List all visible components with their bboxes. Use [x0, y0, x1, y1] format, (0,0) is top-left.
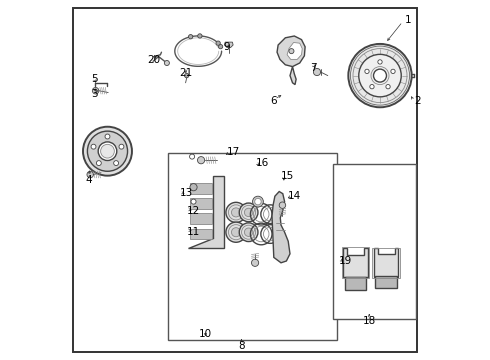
Circle shape — [197, 157, 205, 164]
Text: 1: 1 — [405, 15, 412, 25]
Circle shape — [164, 60, 170, 66]
Bar — [345, 276, 367, 290]
Circle shape — [189, 35, 193, 39]
Circle shape — [87, 131, 127, 171]
Text: 9: 9 — [223, 42, 230, 52]
Circle shape — [239, 223, 258, 242]
Circle shape — [279, 202, 286, 208]
Circle shape — [226, 202, 246, 222]
Text: 20: 20 — [147, 55, 161, 66]
Bar — [333, 164, 416, 319]
Bar — [168, 153, 337, 340]
Bar — [190, 229, 212, 239]
Circle shape — [231, 228, 241, 237]
Polygon shape — [290, 67, 296, 85]
Text: 21: 21 — [179, 68, 192, 78]
Circle shape — [91, 144, 96, 149]
Circle shape — [289, 49, 294, 54]
Circle shape — [245, 208, 253, 217]
Circle shape — [190, 184, 197, 191]
Bar — [190, 198, 212, 209]
Text: 4: 4 — [86, 175, 93, 185]
Circle shape — [97, 161, 101, 166]
Circle shape — [98, 142, 117, 161]
Circle shape — [185, 73, 189, 78]
Text: 18: 18 — [363, 316, 376, 326]
Circle shape — [373, 69, 387, 82]
Circle shape — [359, 54, 401, 97]
Circle shape — [114, 161, 119, 166]
Circle shape — [231, 208, 241, 217]
Bar — [190, 183, 212, 194]
Polygon shape — [343, 248, 368, 277]
Text: 13: 13 — [179, 188, 193, 198]
Polygon shape — [272, 192, 290, 263]
Circle shape — [314, 68, 320, 76]
Polygon shape — [277, 36, 305, 67]
Circle shape — [251, 259, 259, 266]
Text: 11: 11 — [187, 227, 200, 237]
Text: 17: 17 — [227, 147, 240, 157]
Circle shape — [105, 134, 110, 139]
Circle shape — [226, 222, 246, 242]
Circle shape — [100, 144, 114, 158]
Circle shape — [197, 34, 202, 38]
Text: 5: 5 — [91, 74, 98, 84]
Text: 3: 3 — [91, 89, 98, 99]
Text: 15: 15 — [281, 171, 294, 181]
Circle shape — [378, 60, 382, 64]
Bar — [190, 213, 212, 224]
Circle shape — [216, 41, 220, 45]
Text: 6: 6 — [270, 96, 277, 106]
Bar — [372, 248, 400, 278]
Text: 8: 8 — [238, 341, 245, 351]
Text: 10: 10 — [199, 329, 212, 339]
Circle shape — [87, 171, 94, 178]
Circle shape — [365, 69, 369, 73]
Polygon shape — [341, 251, 343, 256]
Text: 2: 2 — [414, 96, 421, 106]
Circle shape — [370, 85, 374, 89]
Circle shape — [391, 69, 395, 73]
Circle shape — [386, 85, 390, 89]
Circle shape — [119, 144, 124, 149]
Circle shape — [191, 199, 196, 204]
Text: 7: 7 — [310, 63, 317, 73]
Circle shape — [83, 127, 132, 176]
Circle shape — [348, 44, 412, 107]
Text: 19: 19 — [339, 256, 352, 266]
Polygon shape — [287, 42, 302, 59]
Circle shape — [219, 45, 223, 49]
Text: 16: 16 — [256, 158, 269, 168]
Bar — [375, 276, 397, 288]
Text: 14: 14 — [288, 191, 301, 201]
Polygon shape — [224, 42, 233, 48]
Polygon shape — [374, 248, 398, 277]
Circle shape — [245, 228, 253, 237]
Circle shape — [92, 87, 99, 94]
Circle shape — [255, 198, 261, 205]
Polygon shape — [400, 266, 405, 274]
Circle shape — [239, 203, 258, 222]
Bar — [342, 247, 369, 278]
Polygon shape — [188, 176, 224, 248]
Text: 12: 12 — [187, 206, 200, 216]
Circle shape — [252, 196, 263, 207]
